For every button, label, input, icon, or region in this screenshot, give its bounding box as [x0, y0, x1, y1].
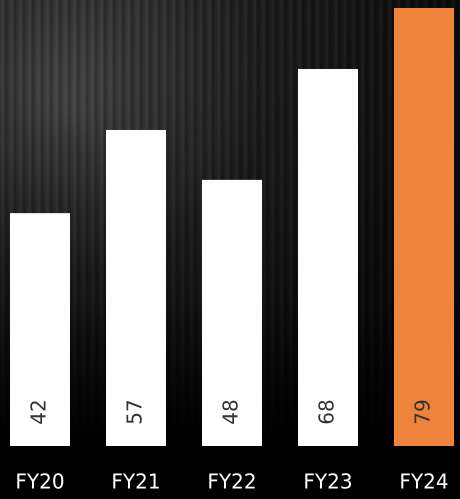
bar: [202, 179, 262, 446]
bar: [10, 213, 70, 446]
x-tick-label: FY23: [303, 470, 352, 494]
value-label: 57: [123, 399, 147, 424]
bar: [394, 8, 454, 446]
x-tick-label: FY20: [15, 470, 64, 494]
value-label: 68: [315, 399, 339, 424]
x-tick-label: FY24: [399, 470, 448, 494]
value-label: 42: [27, 399, 51, 424]
bar: [298, 68, 358, 447]
x-tick-label: FY22: [207, 470, 256, 494]
bar: [106, 129, 166, 447]
value-label: 48: [219, 399, 243, 424]
x-tick-label: FY21: [111, 470, 160, 494]
value-label: 79: [411, 399, 435, 424]
